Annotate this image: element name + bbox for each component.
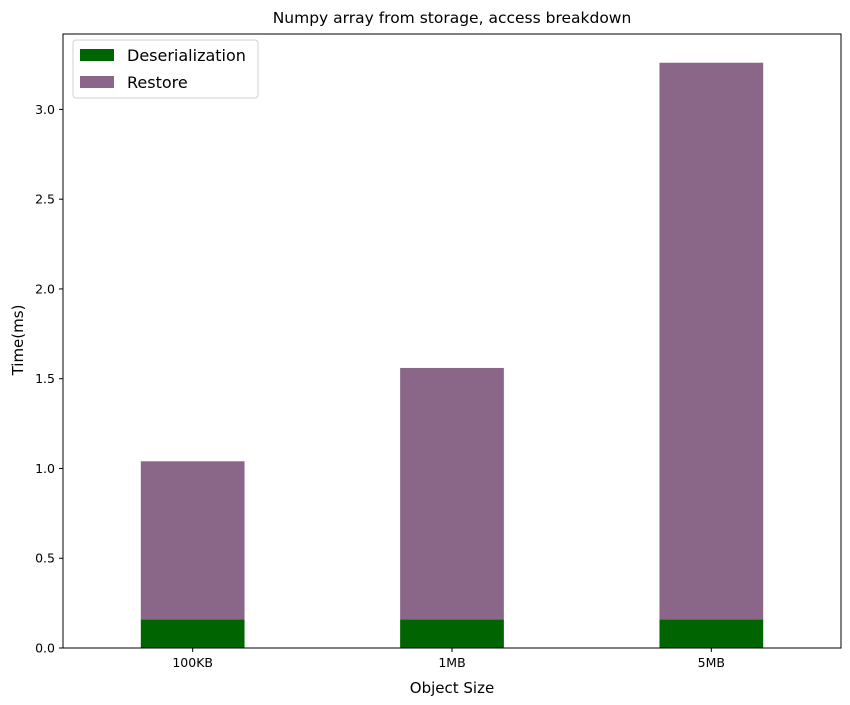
bar-restore-100kb [140, 461, 245, 620]
y-tick-label: 1.0 [35, 461, 55, 476]
bars-layer [140, 62, 764, 648]
legend: Deserialization Restore [72, 39, 259, 99]
legend-label-deserialization: Deserialization [127, 46, 246, 65]
y-tick-label: 3.0 [35, 102, 55, 117]
bar-deserialization-100kb [140, 619, 245, 648]
legend-frame [72, 39, 259, 99]
bar-restore-1mb [400, 367, 504, 620]
y-tick-label: 2.5 [35, 192, 55, 207]
y-axis-ticks: 0.0 0.5 1.0 1.5 2.0 2.5 3.0 [35, 102, 63, 656]
chart-title: Numpy array from storage, access breakdo… [273, 9, 632, 27]
bar-restore-5mb [659, 62, 764, 620]
x-tick-label-1mb: 1MB [438, 655, 465, 670]
y-tick-label: 2.0 [35, 281, 55, 296]
y-tick-label: 0.5 [35, 551, 55, 566]
legend-swatch-deserialization [80, 49, 114, 61]
x-tick-label-5mb: 5MB [698, 655, 725, 670]
x-axis-ticks: 100KB 1MB 5MB [172, 648, 725, 670]
x-tick-label-100kb: 100KB [172, 655, 213, 670]
y-tick-label: 0.0 [35, 641, 55, 656]
legend-label-restore: Restore [127, 73, 188, 92]
plot-frame [62, 33, 842, 649]
bar-deserialization-5mb [659, 619, 764, 648]
y-tick-label: 1.5 [35, 371, 55, 386]
legend-swatch-restore [80, 76, 114, 88]
bar-deserialization-1mb [400, 619, 504, 648]
x-axis-label: Object Size [410, 679, 494, 697]
y-axis-label: Time(ms) [9, 305, 27, 377]
